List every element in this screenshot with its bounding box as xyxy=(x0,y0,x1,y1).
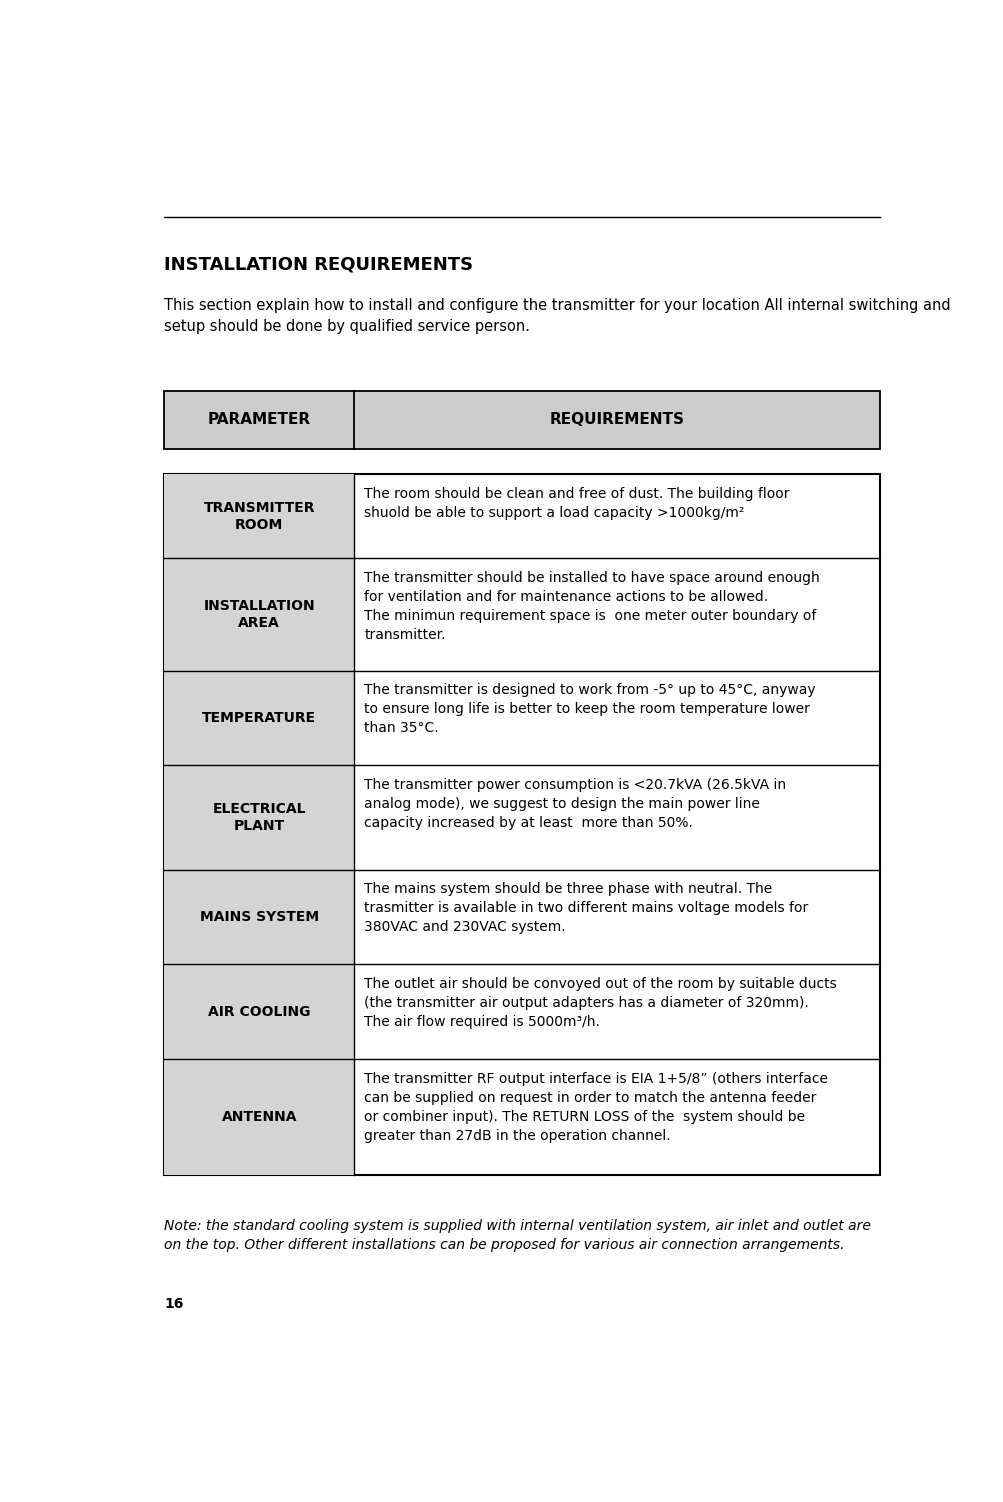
Text: REQUIREMENTS: REQUIREMENTS xyxy=(549,412,684,427)
Text: The outlet air should be convoyed out of the room by suitable ducts
(the transmi: The outlet air should be convoyed out of… xyxy=(364,978,837,1029)
FancyBboxPatch shape xyxy=(164,391,880,449)
Text: INSTALLATION REQUIREMENTS: INSTALLATION REQUIREMENTS xyxy=(164,255,473,273)
Text: INSTALLATION
AREA: INSTALLATION AREA xyxy=(204,599,315,631)
Text: The transmitter power consumption is <20.7kVA (26.5kVA in
analog mode), we sugge: The transmitter power consumption is <20… xyxy=(364,778,785,831)
FancyBboxPatch shape xyxy=(164,559,354,670)
Text: PARAMETER: PARAMETER xyxy=(208,412,311,427)
Text: ELECTRICAL
PLANT: ELECTRICAL PLANT xyxy=(213,802,306,834)
Text: MAINS SYSTEM: MAINS SYSTEM xyxy=(200,910,319,924)
Text: The room should be clean and free of dust. The building floor
shuold be able to : The room should be clean and free of dus… xyxy=(364,487,789,520)
Text: 16: 16 xyxy=(164,1298,184,1311)
Text: This section explain how to install and configure the transmitter for your locat: This section explain how to install and … xyxy=(164,299,950,335)
FancyBboxPatch shape xyxy=(164,475,354,559)
FancyBboxPatch shape xyxy=(164,670,354,766)
Text: The transmitter should be installed to have space around enough
for ventilation : The transmitter should be installed to h… xyxy=(364,571,819,641)
FancyBboxPatch shape xyxy=(164,870,354,964)
Text: The transmitter RF output interface is EIA 1+5/8” (others interface
can be suppl: The transmitter RF output interface is E… xyxy=(364,1072,827,1143)
FancyBboxPatch shape xyxy=(164,766,354,870)
Text: TEMPERATURE: TEMPERATURE xyxy=(202,710,316,725)
Text: Note: the standard cooling system is supplied with internal ventilation system, : Note: the standard cooling system is sup… xyxy=(164,1218,871,1253)
Text: The mains system should be three phase with neutral. The
trasmitter is available: The mains system should be three phase w… xyxy=(364,882,807,934)
Text: The transmitter is designed to work from -5° up to 45°C, anyway
to ensure long l: The transmitter is designed to work from… xyxy=(364,683,815,736)
FancyBboxPatch shape xyxy=(164,475,880,1175)
Text: TRANSMITTER
ROOM: TRANSMITTER ROOM xyxy=(204,500,315,532)
Text: AIR COOLING: AIR COOLING xyxy=(208,1005,310,1018)
FancyBboxPatch shape xyxy=(164,964,354,1059)
Text: ANTENNA: ANTENNA xyxy=(222,1110,297,1123)
FancyBboxPatch shape xyxy=(164,1059,354,1175)
